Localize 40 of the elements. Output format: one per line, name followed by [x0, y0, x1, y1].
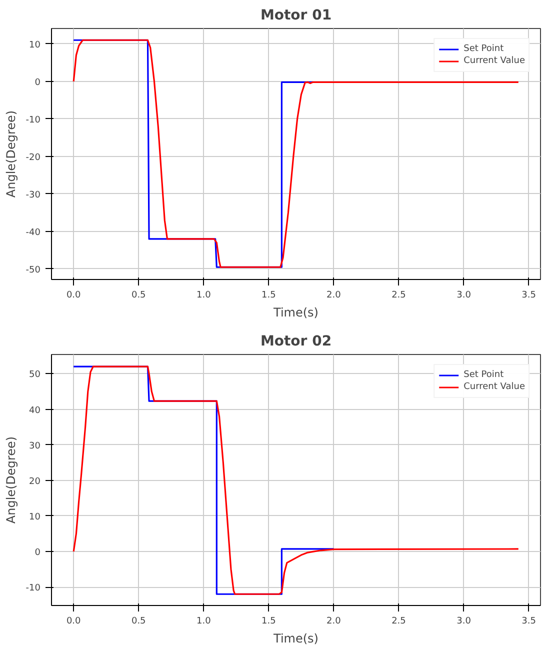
y-tick-label: 40 — [29, 406, 41, 416]
legend-label: Current Value — [464, 55, 525, 67]
x-tick-label: 0.0 — [66, 290, 82, 300]
y-tick-label: -10 — [26, 115, 41, 126]
chart-title: Motor 01 — [260, 8, 332, 24]
x-tick-label: 1.0 — [196, 616, 212, 626]
x-tick-label: 0.5 — [131, 616, 146, 626]
legend-label: Set Point — [464, 369, 504, 381]
x-tick-label: 1.0 — [196, 290, 212, 300]
x-tick-label: 2.0 — [326, 616, 342, 626]
y-tick-label: -40 — [26, 228, 41, 238]
x-tick-label: 1.5 — [262, 290, 276, 300]
x-tick-label: 2.0 — [326, 290, 342, 300]
y-tick-label: 30 — [29, 441, 41, 452]
x-tick-label: 3.0 — [456, 616, 472, 626]
x-tick-label: 2.5 — [392, 290, 406, 300]
legend-label: Current Value — [464, 381, 525, 393]
y-tick-label: -10 — [26, 584, 41, 594]
x-tick-label: 3.0 — [456, 290, 472, 300]
x-tick-label: 0.0 — [66, 616, 82, 626]
y-tick-label: -30 — [26, 190, 41, 200]
y-tick-label: -50 — [26, 265, 41, 276]
chart-title: Motor 02 — [260, 334, 332, 350]
y-tick-label: 10 — [29, 512, 41, 522]
x-tick-label: 3.5 — [522, 290, 536, 300]
y-tick-label: -20 — [26, 152, 41, 163]
x-tick-label: 1.5 — [262, 616, 276, 626]
x-tick-label: 3.5 — [522, 616, 536, 626]
y-tick-label: 0 — [34, 78, 41, 88]
y-axis-title: Angle(Degree) — [4, 110, 18, 198]
x-axis-title: Time(s) — [272, 306, 318, 320]
legend-label: Set Point — [464, 43, 504, 55]
y-tick-label: 20 — [29, 476, 41, 487]
y-tick-label: 50 — [29, 370, 41, 380]
x-tick-label: 2.5 — [392, 616, 406, 626]
x-tick-label: 0.5 — [131, 290, 146, 300]
y-axis-title: Angle(Degree) — [4, 436, 18, 524]
y-tick-label: 10 — [29, 40, 41, 50]
y-tick-label: 0 — [34, 548, 41, 558]
x-axis-title: Time(s) — [272, 632, 318, 646]
